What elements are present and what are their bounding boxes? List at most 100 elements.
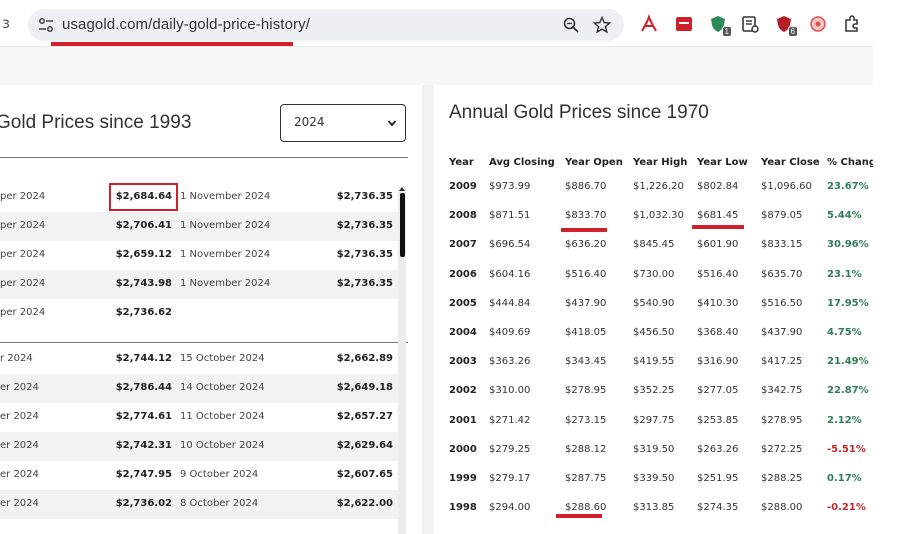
- red-app-extension-icon[interactable]: [674, 14, 694, 34]
- bookmark-star-icon[interactable]: [593, 16, 611, 34]
- year-cell: 2008: [449, 210, 477, 222]
- bug-icon: [777, 16, 791, 32]
- url-annotation-underline: [51, 42, 293, 47]
- table-row: r 2024 $2,744.12 15 October 2024 $2,662.…: [0, 345, 398, 374]
- year-low-cell: $277.05: [697, 385, 739, 397]
- bookmarks-bar: [0, 46, 907, 86]
- scrollbar-track[interactable]: [398, 186, 406, 534]
- circle-extension-icon[interactable]: [808, 14, 828, 34]
- date-cell: per 2024: [0, 249, 46, 260]
- date-cell: er 2024: [0, 498, 39, 509]
- year-close-cell: $272.25: [761, 443, 803, 455]
- shield-icon: [711, 16, 725, 32]
- year-open-cell: $287.75: [565, 473, 607, 484]
- annual-prices-panel: Annual Gold Prices since 1970 Year Avg C…: [433, 85, 873, 534]
- panel-divider: [422, 85, 433, 534]
- year-low-cell: $274.35: [697, 502, 739, 514]
- date-cell: r 2024: [0, 353, 33, 364]
- date-cell: per 2024: [0, 307, 46, 318]
- column-header-year: Year: [449, 157, 474, 168]
- table-row: per 2024 $2,659.12 1 November 2024 $2,73…: [0, 241, 398, 270]
- avg-closing-cell: $271.42: [489, 414, 531, 426]
- date-cell: 1 November 2024: [180, 220, 271, 231]
- price-cell: $2,774.61: [115, 411, 172, 422]
- bug-extension-icon[interactable]: 6: [774, 14, 798, 37]
- year-high-cell: $319.50: [633, 443, 675, 455]
- address-bar[interactable]: usagold.com/daily-gold-price-history/: [28, 9, 624, 41]
- table-row: 2003 $363.26 $343.45 $419.55 $316.90 $417.25 2…: [433, 356, 873, 385]
- year-close-cell: $278.95: [761, 414, 803, 426]
- date-cell: 15 October 2024: [180, 353, 265, 364]
- open-2008-annotation-underline: [561, 228, 607, 232]
- percent-change-cell: -5.51%: [827, 443, 866, 455]
- year-high-cell: $1,032.30: [633, 210, 684, 222]
- year-select[interactable]: 2024: [280, 104, 406, 142]
- url-text[interactable]: usagold.com/daily-gold-price-history/: [62, 16, 310, 33]
- year-close-cell: $342.75: [761, 385, 803, 397]
- table-row: 2006 $604.16 $516.40 $730.00 $516.40 $635.70 2…: [433, 269, 873, 298]
- year-close-cell: $288.00: [761, 502, 803, 514]
- price-cell: $2,742.31: [115, 440, 172, 451]
- pdf-reader-extension-icon[interactable]: [639, 14, 659, 34]
- date-cell: 1 November 2024: [180, 249, 271, 260]
- price-cell: $2,684.64: [115, 191, 172, 202]
- price-cell: $2,706.41: [115, 220, 172, 231]
- percent-change-cell: 23.1%: [827, 268, 862, 280]
- back-button-fragment[interactable]: з: [2, 14, 10, 32]
- table-row: 2005 $444.84 $437.90 $540.90 $410.30 $516.50 1…: [433, 298, 873, 327]
- year-close-cell: $833.15: [761, 239, 803, 251]
- price-cell: $2,629.64: [336, 440, 393, 451]
- column-header-year-close: Year Close: [761, 157, 820, 168]
- percent-change-cell: 22.87%: [827, 385, 869, 397]
- year-high-cell: $730.00: [633, 268, 675, 280]
- extensions-puzzle-icon[interactable]: [842, 14, 862, 34]
- table-row: 1999 $279.17 $287.75 $339.50 $251.95 $288.25 0…: [433, 473, 873, 502]
- year-high-cell: $540.90: [633, 297, 675, 309]
- avg-closing-cell: $310.00: [489, 385, 531, 397]
- table-row: 2000 $279.25 $288.12 $319.50 $263.26 $272.25 -…: [433, 444, 873, 473]
- site-settings-icon[interactable]: [38, 17, 54, 33]
- scrollbar-thumb[interactable]: [400, 193, 405, 257]
- date-cell: er 2024: [0, 382, 39, 393]
- year-high-cell: $352.25: [633, 385, 675, 397]
- month-divider: [0, 342, 408, 343]
- table-row: per 2024 $2,736.62: [0, 299, 398, 328]
- column-header-year-open: Year Open: [565, 157, 623, 168]
- column-header-avg-closing: Avg Closing: [489, 157, 555, 168]
- table-row: 2004 $409.69 $418.05 $456.50 $368.40 $437.90 4…: [433, 327, 873, 356]
- percent-change-cell: 17.95%: [827, 297, 869, 309]
- year-low-cell: $251.95: [697, 473, 739, 484]
- year-cell: 2007: [449, 239, 477, 251]
- year-low-cell: $681.45: [697, 210, 739, 222]
- year-open-cell: $273.15: [565, 414, 607, 426]
- year-open-cell: $278.95: [565, 385, 607, 397]
- shield-extension-icon[interactable]: 1: [708, 14, 732, 37]
- price-cell: $2,736.62: [115, 307, 172, 318]
- reading-list-icon[interactable]: [740, 14, 760, 34]
- year-open-cell: $418.05: [565, 327, 607, 338]
- price-cell: $2,607.65: [336, 469, 393, 480]
- price-cell: $2,743.98: [115, 278, 172, 289]
- price-cell: $2,662.89: [336, 353, 393, 364]
- price-cell: $2,657.27: [336, 411, 393, 422]
- table-row: 1998 $294.00 $288.60 $313.85 $274.35 $288.00 -…: [433, 502, 873, 531]
- year-high-cell: $313.85: [633, 502, 675, 514]
- table-row: 2001 $271.42 $273.15 $297.75 $253.85 $278.95 2…: [433, 415, 873, 444]
- percent-change-cell: -0.21%: [827, 502, 866, 514]
- year-high-cell: $1,226.20: [633, 181, 684, 192]
- scroll-up-icon[interactable]: [398, 186, 406, 192]
- price-annotation-box: [109, 183, 178, 211]
- zoom-icon[interactable]: [562, 16, 580, 34]
- date-cell: per 2024: [0, 220, 46, 231]
- percent-change-cell: 5.44%: [827, 210, 862, 222]
- price-cell: $2,736.35: [336, 191, 393, 202]
- year-low-cell: $802.84: [697, 181, 739, 192]
- date-cell: 10 October 2024: [180, 440, 265, 451]
- column-header-year-low: Year Low: [697, 157, 748, 168]
- low-2008-annotation-underline: [692, 225, 744, 229]
- avg-closing-cell: $871.51: [489, 210, 531, 222]
- year-high-cell: $339.50: [633, 473, 675, 484]
- date-cell: er 2024: [0, 440, 39, 451]
- avg-closing-cell: $444.84: [489, 297, 531, 309]
- table-row: per 2024 $2,684.64 1 November 2024 $2,73…: [0, 183, 398, 212]
